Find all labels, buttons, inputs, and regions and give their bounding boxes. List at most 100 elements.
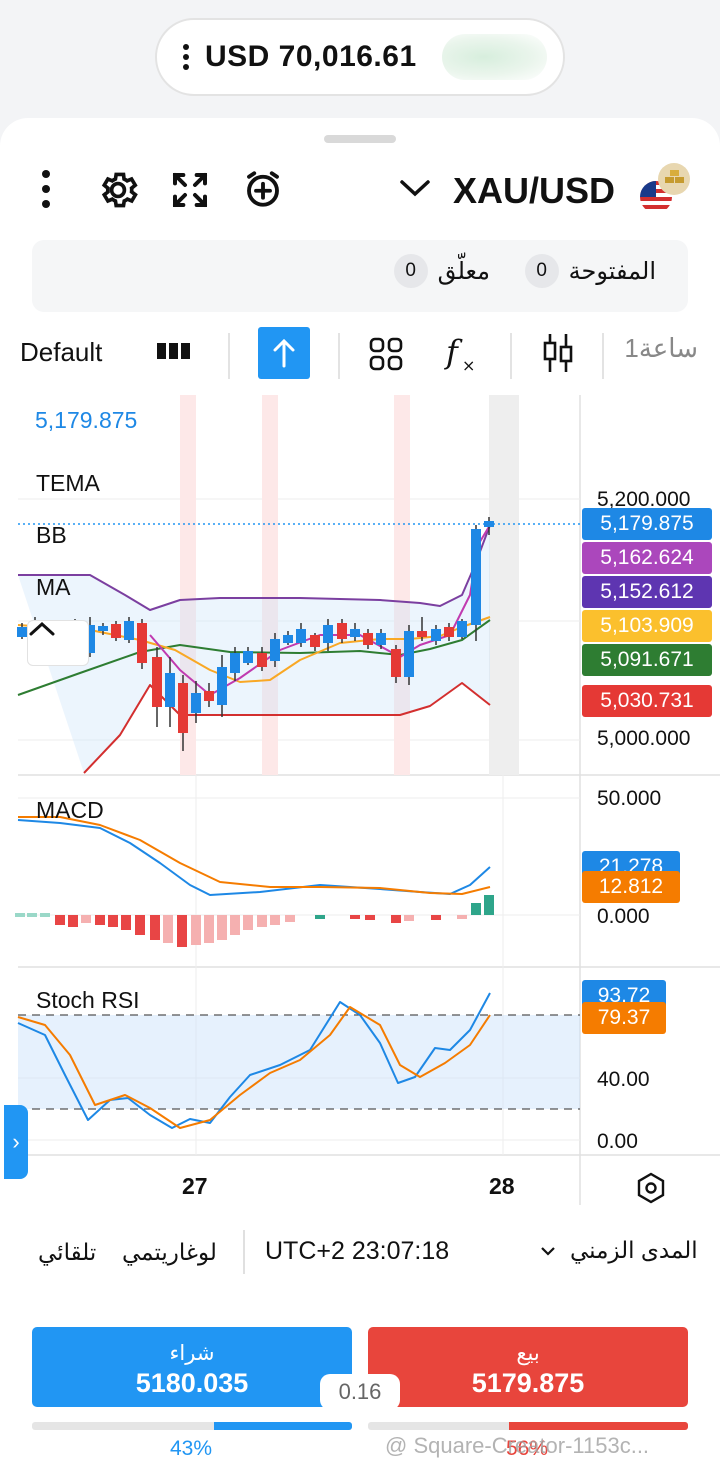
multi-chart-grid-icon[interactable]: [368, 336, 404, 372]
macd-line: [17, 819, 491, 896]
candle-body: [296, 629, 306, 643]
macd-histogram-bar: [95, 915, 105, 925]
indicator-label-stoch-rsi[interactable]: Stoch RSI: [36, 987, 140, 1013]
candle-body: [165, 673, 175, 707]
stoch-axis-tick: 40.00: [597, 1068, 650, 1091]
chart-template-button[interactable]: Default: [20, 337, 103, 367]
crosshair-price: 5,179.875: [35, 407, 138, 433]
macd-histogram-bar: [150, 915, 160, 940]
symbol-dropdown-chevron-icon[interactable]: [398, 176, 432, 200]
date-axis-label: 27: [182, 1173, 208, 1199]
candle-body: [431, 629, 441, 641]
balance-value: USD 70,016.61: [205, 40, 417, 73]
settings-gear-icon[interactable]: [96, 168, 140, 212]
symbol-name[interactable]: XAU/USD: [452, 170, 615, 211]
pending-orders[interactable]: معلّق 0: [393, 254, 490, 288]
macd-histogram-bar: [230, 915, 240, 935]
candle-body: [111, 624, 121, 638]
candle-body: [323, 625, 333, 643]
chart-settings-hexagon-icon[interactable]: [634, 1171, 668, 1205]
indicator-label-macd[interactable]: MACD: [36, 797, 104, 823]
trade-arrow-button[interactable]: [258, 327, 310, 379]
moving-average-slow: [17, 619, 491, 696]
bollinger-lower-line: [83, 682, 491, 774]
macd-histogram-bar: [270, 915, 280, 925]
macd-histogram-bar: [315, 915, 325, 919]
candle-body: [391, 649, 401, 677]
candle-body: [350, 629, 360, 637]
chart-info-row: تلقائي لوغاريتمي UTC+2 23:07:18 المدى ال…: [0, 1225, 720, 1281]
sell-sentiment-fill: [508, 1422, 688, 1430]
pending-orders-count: 0: [393, 254, 428, 288]
collapse-indicators-button[interactable]: [27, 620, 89, 666]
buy-button[interactable]: شراء 5180.035: [32, 1327, 352, 1407]
time-range-selector[interactable]: المدى الزمني: [540, 1237, 698, 1264]
sell-label: بيع: [516, 1342, 540, 1365]
candlestick-type-icon[interactable]: [540, 331, 576, 375]
macd-signal-line: [18, 816, 491, 895]
macd-histogram-bar: [27, 913, 37, 917]
timeframe-selector[interactable]: 1ساعة: [624, 333, 698, 363]
alarm-clock-icon[interactable]: [242, 168, 284, 210]
session-band: [262, 395, 278, 775]
buy-sentiment-bar: [32, 1422, 352, 1430]
log-scale-toggle[interactable]: لوغاريتمي: [122, 1239, 217, 1265]
open-positions[interactable]: المفتوحة 0: [524, 254, 656, 288]
fullscreen-icon[interactable]: [170, 170, 210, 210]
macd-histogram-bar: [471, 903, 481, 915]
candle-body: [471, 529, 481, 625]
auto-scale-toggle[interactable]: تلقائي: [38, 1239, 97, 1265]
candle-body: [444, 627, 454, 637]
candle-body: [484, 521, 494, 527]
trading-sheet: XAU/USD المفتوحة 0 معلّق 0 Default: [0, 118, 720, 1468]
candle-body: [124, 621, 134, 640]
candle-body: [152, 657, 162, 707]
buy-label: شراء: [169, 1342, 215, 1365]
price-chart[interactable]: 5,179.875 TEMA BB MA 5,200.000 5,000.000…: [0, 395, 720, 1205]
indicator-label-tema[interactable]: TEMA: [36, 470, 100, 496]
side-panel-tab[interactable]: ›: [4, 1105, 28, 1179]
macd-histogram-bar: [40, 913, 50, 917]
layout-bars-icon[interactable]: [157, 343, 190, 359]
macd-histogram-bar: [484, 895, 494, 915]
orders-summary: المفتوحة 0 معلّق 0: [32, 240, 688, 312]
candle-body: [98, 626, 108, 631]
macd-histogram-bar: [135, 915, 145, 935]
sell-price: 5179.875: [471, 1368, 585, 1398]
chart-canvas[interactable]: [0, 395, 720, 1205]
candle-body: [363, 633, 373, 645]
toolbar-divider: [228, 333, 230, 379]
sell-sentiment-percent: 56%: [506, 1437, 549, 1460]
bollinger-upper-line: [18, 524, 491, 611]
macd-histogram-bar: [350, 915, 360, 919]
sell-sentiment-bar: [368, 1422, 688, 1430]
toolbar-divider: [338, 333, 340, 379]
candle-body: [178, 683, 188, 733]
macd-histogram-bar: [217, 915, 227, 940]
macd-histogram-bar: [243, 915, 253, 930]
pending-orders-label: معلّق: [437, 257, 490, 285]
sheet-drag-handle[interactable]: [324, 135, 396, 143]
macd-axis-tick: 0.000: [597, 905, 650, 928]
macd-histogram-bar: [431, 915, 441, 920]
indicators-fx-icon[interactable]: f ×: [444, 331, 480, 375]
macd-histogram-bar: [257, 915, 267, 927]
indicator-label-ma[interactable]: MA: [36, 574, 71, 600]
price-tag-tema: 5,162.624: [582, 542, 712, 574]
price-tag-ma-fast: 5,103.909: [582, 610, 712, 642]
more-menu-icon[interactable]: [40, 170, 52, 208]
indicator-label-bb[interactable]: BB: [36, 522, 67, 548]
macd-histogram-bar: [391, 915, 401, 923]
macd-histogram-bar: [55, 915, 65, 925]
buy-price: 5180.035: [135, 1368, 249, 1398]
candle-body: [191, 693, 201, 713]
watermark: @ Square-Creator-1153c...: [385, 1433, 650, 1458]
candle-body: [457, 621, 467, 637]
macd-histogram-bar: [457, 915, 467, 919]
stoch-band-fill: [18, 1015, 580, 1109]
arrow-up-icon: [273, 338, 295, 368]
candle-body: [310, 635, 320, 647]
sell-button[interactable]: بيع 5179.875: [368, 1327, 688, 1407]
balance-pill[interactable]: USD 70,016.61: [155, 18, 565, 96]
balance-menu-icon[interactable]: [183, 44, 189, 70]
